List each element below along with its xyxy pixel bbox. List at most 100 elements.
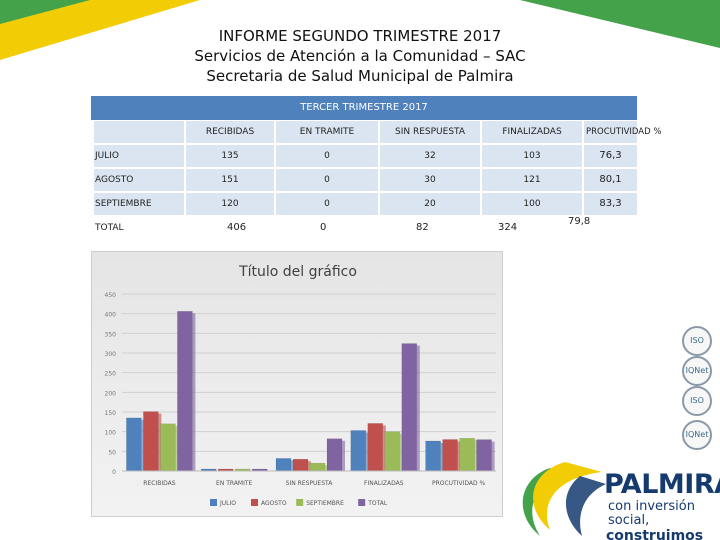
total-value: 79,8 [568, 216, 591, 227]
legend-label: SEPTIEMBRE [306, 500, 344, 507]
bar-side [192, 313, 196, 471]
total-value: 324 [498, 222, 518, 233]
report-department: Secretaria de Salud Municipal de Palmira [206, 67, 514, 85]
bar-side [325, 465, 328, 471]
row-label: AGOSTO [95, 175, 134, 185]
y-tick-label: 150 [105, 410, 117, 417]
table-cell: 120 [186, 193, 274, 215]
table-cell: 0 [276, 145, 378, 167]
certification-seal-icon: ISO [682, 326, 712, 356]
y-tick-label: 200 [105, 390, 117, 397]
total-value: 82 [416, 222, 429, 233]
legend-swatch [296, 499, 304, 506]
column-header: FINALIZADAS [482, 121, 582, 143]
x-tick-label: RECIBIDAS [143, 480, 175, 487]
row-label: SEPTIEMBRE [95, 199, 152, 209]
legend-swatch [210, 499, 217, 506]
legend-label: JULIO [219, 500, 236, 507]
column-header: SIN RESPUESTA [380, 121, 480, 143]
row-label: TOTAL [95, 223, 124, 233]
bar-side [158, 413, 162, 471]
bar [367, 423, 384, 472]
column-header: RECIBIDAS [186, 121, 274, 143]
table-cell: 20 [380, 193, 480, 215]
report-subtitle: Servicios de Atención a la Comunidad – S… [194, 47, 526, 65]
y-tick-label: 400 [105, 312, 117, 319]
y-tick-label: 300 [105, 351, 117, 358]
corner-decoration-green-right [520, 0, 720, 48]
palmira-swoosh-icon [522, 462, 606, 536]
table-row: JULIO 135 0 32 103 76,3 [91, 144, 637, 168]
bar [476, 439, 492, 472]
x-tick-label: FINALIZADAS [364, 480, 404, 487]
certification-seal-icon: ISO [682, 386, 712, 416]
table-cell: 83,3 [584, 193, 637, 215]
y-tick-label: 250 [105, 371, 117, 378]
bar-chart-svg: Título del gráfico 0 50 100 150 200 250 300 350 4… [105, 264, 496, 507]
x-tick-label: EN TRAMITE [216, 480, 252, 487]
bar [160, 423, 176, 472]
bar [425, 440, 441, 472]
bar-side [175, 425, 179, 471]
table-total-row: TOTAL 406 0 82 324 79,8 [91, 216, 637, 238]
table-row: SEPTIEMBRE 120 0 20 100 83,3 [91, 192, 637, 216]
bar-side [416, 345, 420, 471]
header-empty-cell [94, 121, 184, 143]
bar [442, 439, 458, 472]
row-label: JULIO [95, 151, 119, 161]
column-header: PROCUTIVIDAD % [584, 121, 661, 143]
legend-swatch [251, 499, 258, 506]
bar [326, 438, 343, 472]
bar [292, 458, 309, 472]
column-header: EN TRAMITE [276, 121, 378, 143]
bar-side [399, 433, 403, 471]
table-cell: 135 [186, 145, 274, 167]
bar-side [382, 425, 386, 471]
total-value: 0 [320, 222, 327, 233]
bar-side [308, 461, 311, 471]
table-cell: 80,1 [584, 169, 637, 191]
table-cell: 151 [186, 169, 274, 191]
table-cell: 76,3 [584, 145, 637, 167]
bar [459, 437, 475, 472]
table-cell: 0 [276, 193, 378, 215]
bar-side [365, 432, 369, 471]
report-title: INFORME SEGUNDO TRIMESTRE 2017 [218, 27, 502, 45]
certification-seal-icon: IQNet [682, 420, 712, 450]
bar [275, 458, 292, 472]
legend-label: TOTAL [367, 500, 388, 507]
report-header: INFORME SEGUNDO TRIMESTRE 2017 Servicios… [0, 26, 720, 86]
bar-side [342, 440, 345, 471]
table-header-row: RECIBIDAS EN TRAMITE SIN RESPUESTA FINAL… [91, 120, 661, 144]
logo-tagline: con inversión social, [608, 499, 695, 528]
table-row: AGOSTO 151 0 30 121 80,1 [91, 168, 637, 192]
bar [384, 431, 401, 472]
bar-side [474, 440, 478, 471]
corner-decoration-green [0, 0, 90, 24]
certification-seal-icon: IQNet [682, 356, 712, 386]
x-tick-label: SIN RESPUESTA [286, 480, 334, 487]
y-tick-label: 0 [112, 469, 116, 476]
bar [350, 430, 367, 472]
bar-side [141, 419, 145, 471]
total-value: 406 [227, 222, 247, 233]
bar [309, 462, 326, 472]
quarter-table: TERCER TRIMESTRE 2017 RECIBIDAS EN TRAMI… [91, 96, 661, 238]
y-tick-label: 350 [105, 331, 117, 338]
palmira-logo: PALMIRA con inversión social, construimo… [604, 470, 720, 540]
legend-label: AGOSTO [261, 500, 287, 507]
bar-side [291, 460, 294, 471]
bar-side [491, 441, 495, 471]
table-cell: 121 [482, 169, 582, 191]
bar [126, 417, 142, 472]
table-title: TERCER TRIMESTRE 2017 [91, 96, 637, 120]
bar [177, 311, 193, 472]
y-tick-label: 100 [105, 430, 117, 437]
table-cell: 32 [380, 145, 480, 167]
table-cell: 103 [482, 145, 582, 167]
row-label-cell [94, 145, 184, 167]
bar-chart: Título del gráfico 0 50 100 150 200 250 300 350 4… [91, 251, 503, 517]
bar-side [440, 442, 444, 471]
legend-swatch [358, 499, 366, 506]
bar-side [457, 441, 461, 471]
